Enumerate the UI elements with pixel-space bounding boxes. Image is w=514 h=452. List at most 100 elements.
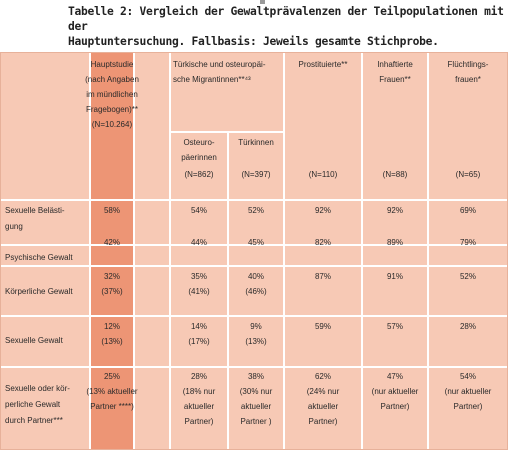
cell-value: 28% (459, 322, 476, 331)
row-label-line: durch Partner*** (5, 416, 63, 425)
grid-line (1, 199, 507, 201)
cell-tuerkinnen: 45% (229, 235, 283, 250)
cell-value: 38% (247, 372, 264, 381)
header-prostituierte: Prostituierte** (285, 57, 361, 72)
caption-line-2: Hauptuntersuchung. Fallbasis: Jeweils ge… (68, 35, 439, 48)
row-label-line: perliche Gewalt (5, 400, 61, 409)
cell-value: 59% (314, 322, 331, 331)
cell-value: 47% (386, 372, 403, 381)
cell-value: (18% nur (182, 387, 216, 396)
cell-osteuro: 28% (18% nur aktueller Partner) (171, 369, 227, 429)
cell-fluechtlinge: 69% (429, 203, 507, 218)
cell-value: 62% (314, 372, 331, 381)
grid-line (1, 315, 507, 317)
cell-fluechtlinge: 52% (429, 269, 507, 284)
cell-value: Partner) (184, 417, 214, 426)
row-label: Sexuelle Belästi- gung (1, 203, 89, 235)
cell-value: (30% nur (239, 387, 273, 396)
cell-value: aktueller (240, 402, 272, 411)
cell-tuerkinnen: 52% (229, 203, 283, 218)
cell-value: 87% (314, 272, 331, 281)
cell-value: (24% nur (306, 387, 340, 396)
cell-value: (37%) (101, 287, 123, 296)
cell-value: (46%) (245, 287, 267, 296)
header-tuerkinnen: Türkinnen (N=397) (229, 135, 283, 182)
cell-osteuro: 54% (171, 203, 227, 218)
cell-inhaftierte: 92% (363, 203, 427, 218)
cell-value: (13%) (101, 337, 123, 346)
header-line: Frauen** (379, 75, 411, 84)
cell-value: Partner) (308, 417, 338, 426)
cell-fluechtlinge: 28% (429, 319, 507, 334)
header-line: päerinnen (181, 153, 217, 162)
grid-line (1, 366, 507, 368)
cell-fluechtlinge: 79% (429, 235, 507, 250)
header-hauptstudie: Hauptstudie (nach Angaben im mündlichen … (85, 57, 139, 132)
cell-value: 52% (459, 272, 476, 281)
caption-line-1: Tabelle 2: Vergleich der Gewaltprävalenz… (68, 5, 504, 33)
top-marker (260, 0, 265, 4)
cell-value: 35% (190, 272, 207, 281)
header-line: Inhaftierte (377, 60, 413, 69)
cell-value: 9% (250, 322, 262, 331)
header-line: Türkinnen (238, 138, 274, 147)
cell-value: 42% (103, 238, 120, 247)
header-fluechtlingsfrauen-n: (N=65) (429, 167, 507, 182)
header-line: (N=88) (382, 170, 408, 179)
header-line: Türkische und osteuropäi- (173, 60, 266, 69)
header-line: Fragebogen)** (85, 105, 139, 114)
cell-prostituierte: 62% (24% nur aktueller Partner) (285, 369, 361, 429)
cell-inhaftierte: 91% (363, 269, 427, 284)
grid-line (133, 53, 135, 449)
header-line: frauen* (455, 75, 481, 84)
cell-value: 92% (314, 206, 331, 215)
row-label-line: Körperliche Gewalt (5, 287, 73, 296)
cell-fluechtlinge: 54% (nur aktueller Partner) (429, 369, 507, 414)
cell-value: 54% (190, 206, 207, 215)
grid-line (169, 53, 171, 449)
cell-value: Partner) (453, 402, 483, 411)
header-line: im mündlichen (86, 90, 138, 99)
cell-value: (nur aktueller (371, 387, 419, 396)
cell-osteuro: 14% (17%) (171, 319, 227, 349)
cell-value: (17%) (188, 337, 210, 346)
cell-osteuro: 35% (41%) (171, 269, 227, 299)
header-line: (N=65) (455, 170, 481, 179)
cell-hauptstudie: 42% (91, 235, 133, 250)
cell-tuerkinnen: 40% (46%) (229, 269, 283, 299)
row-label-line: Psychische Gewalt (5, 253, 73, 262)
header-line: (N=110) (308, 170, 338, 179)
cell-value: 89% (386, 238, 403, 247)
grid-line (227, 131, 229, 449)
cell-value: Partner ) (240, 417, 272, 426)
header-fluechtlingsfrauen: Flüchtlings- frauen* (429, 57, 507, 87)
header-inhaftierte: Inhaftierte Frauen** (363, 57, 427, 87)
prevalence-table: Hauptstudie (nach Angaben im mündlichen … (0, 52, 508, 450)
cell-value: 25% (103, 372, 120, 381)
cell-prostituierte: 87% (285, 269, 361, 284)
cell-hauptstudie: 12% (13%) (91, 319, 133, 349)
header-line: sche Migrantinnen**⁴³ (173, 75, 251, 84)
grid-line (169, 131, 283, 133)
row-label: Sexuelle oder kör- perliche Gewalt durch… (1, 381, 89, 429)
header-line: Hauptstudie (90, 60, 134, 69)
cell-value: 52% (247, 206, 264, 215)
row-label: Sexuelle Gewalt (1, 333, 89, 349)
cell-value: 32% (103, 272, 120, 281)
header-line (229, 150, 283, 165)
cell-value: 79% (459, 238, 476, 247)
cell-value: 12% (103, 322, 120, 331)
grid-line (283, 53, 285, 449)
cell-tuerkinnen: 38% (30% nur aktueller Partner ) (229, 369, 283, 429)
cell-hauptstudie: 58% (91, 203, 133, 218)
header-line: Flüchtlings- (447, 60, 489, 69)
cell-value: 82% (314, 238, 331, 247)
cell-hauptstudie: 32% (37%) (91, 269, 133, 299)
cell-tuerkinnen: 9% (13%) (229, 319, 283, 349)
header-inhaftierte-n: (N=88) (363, 167, 427, 182)
header-line: (N=397) (241, 170, 271, 179)
cell-value: Partner) (380, 402, 410, 411)
cell-prostituierte: 59% (285, 319, 361, 334)
row-label-line: Sexuelle Gewalt (5, 336, 63, 345)
cell-value: 58% (103, 206, 120, 215)
